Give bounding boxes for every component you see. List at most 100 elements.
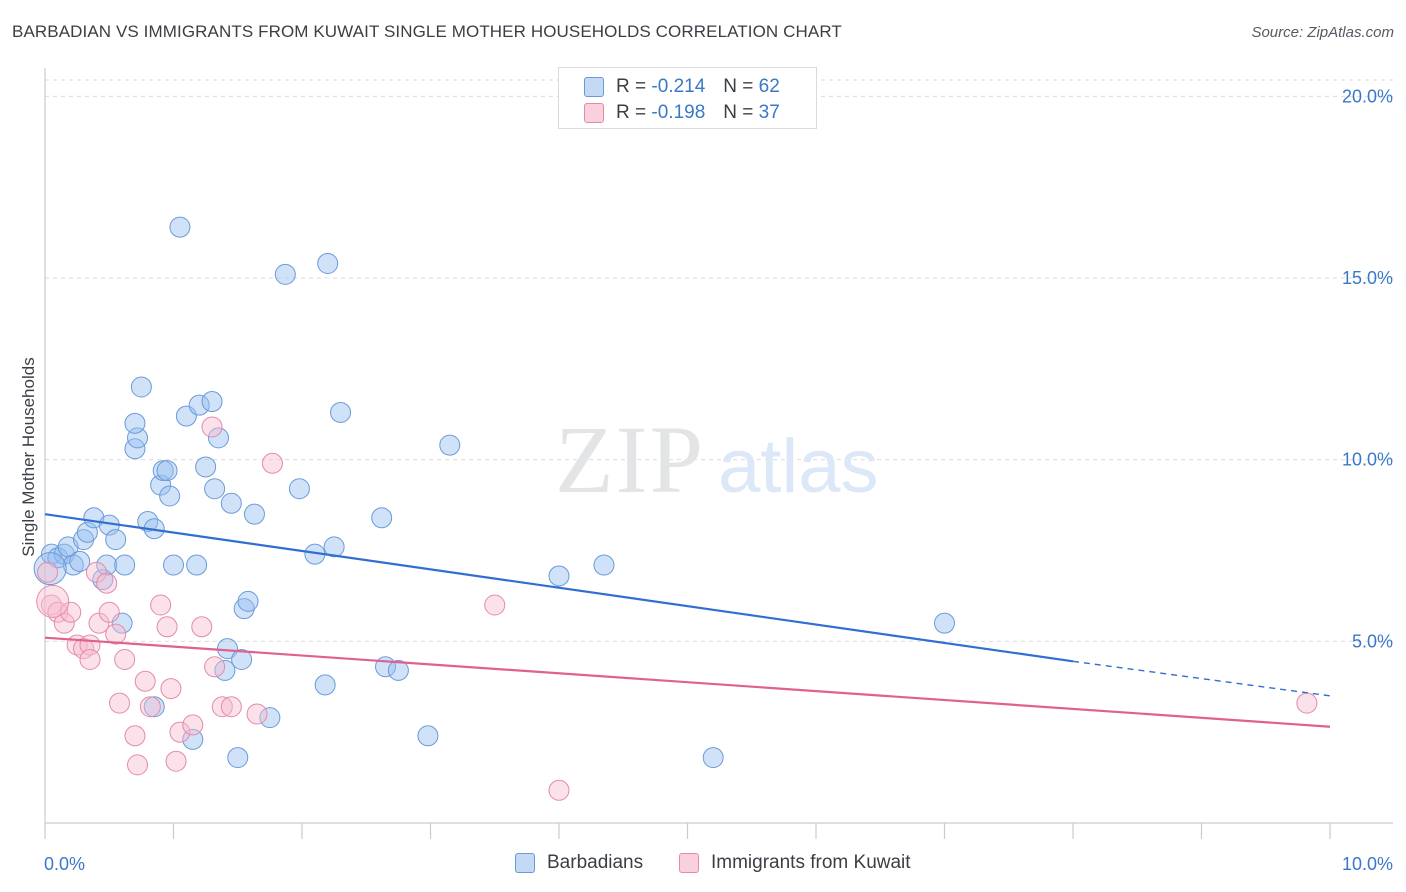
barbadian-point: [288, 478, 310, 500]
barbadian-point: [163, 554, 184, 576]
barbadian-point: [702, 747, 724, 769]
kuwait-point: [73, 638, 95, 660]
legend-swatch-barbadians: [584, 77, 604, 97]
kuwait-point: [96, 572, 118, 594]
legend-r-value: -0.214: [651, 76, 706, 97]
watermark-atlas: atlas: [718, 424, 879, 509]
legend-n-value: 62: [758, 76, 780, 97]
barbadian-point: [182, 728, 204, 750]
barbadian-point: [159, 485, 181, 507]
data-points: [33, 216, 1318, 801]
legend-label-barbadians: Barbadians: [547, 852, 644, 873]
kuwait-point: [220, 696, 242, 718]
barbadian-point: [220, 492, 242, 514]
barbadian-point: [204, 478, 226, 500]
kuwait-point: [169, 721, 191, 743]
kuwait-point: [139, 696, 161, 718]
kuwait-point: [160, 678, 182, 700]
barbadian-point: [323, 536, 345, 558]
y-tick-label: 10.0%: [1342, 450, 1393, 470]
kuwait-point: [182, 714, 204, 736]
barbadian-point: [593, 554, 615, 576]
barbadian-point: [33, 552, 67, 586]
kuwait-point: [36, 584, 70, 618]
legend-item-barbadians: Barbadians: [515, 852, 643, 874]
barbadian-point: [314, 674, 336, 696]
barbadian-trend-line-extension: [1072, 660, 1331, 697]
kuwait-point: [201, 416, 223, 438]
correlation-legend: R = -0.214 N = 62 R = -0.198 N = 37: [558, 67, 817, 129]
legend-r-value: -0.198: [651, 102, 706, 123]
barbadian-point: [169, 216, 191, 238]
legend-r-label: R =: [616, 76, 647, 97]
barbadian-point: [124, 412, 146, 434]
chart-title: BARBADIAN VS IMMIGRANTS FROM KUWAIT SING…: [12, 22, 842, 41]
kuwait-point: [79, 649, 101, 671]
source-label: Source: ZipAtlas.com: [1251, 24, 1394, 41]
barbadian-point: [371, 507, 393, 529]
legend-row-barbadians: R = -0.214 N = 62: [584, 75, 780, 99]
kuwait-point: [134, 670, 156, 692]
legend-n-label: N =: [723, 76, 754, 97]
trend-lines: [44, 513, 1331, 728]
barbadian-point: [105, 529, 127, 551]
barbadian-point: [207, 427, 229, 449]
kuwait-point: [211, 696, 233, 718]
kuwait-point: [109, 692, 131, 714]
axes: [44, 68, 1393, 839]
barbadian-point: [548, 565, 570, 587]
barbadian-point: [156, 460, 178, 482]
kuwait-point: [548, 779, 570, 801]
kuwait-point: [191, 616, 213, 638]
barbadian-point: [195, 456, 217, 478]
barbadian-point: [227, 747, 249, 769]
barbadian-point: [69, 550, 91, 572]
barbadian-point: [259, 707, 281, 729]
barbadian-trend-line: [44, 513, 1074, 663]
x-tick-label: 10.0%: [1342, 854, 1393, 874]
barbadian-point: [243, 503, 265, 525]
kuwait-point: [261, 452, 283, 474]
barbadian-point: [231, 649, 253, 671]
kuwait-point: [98, 601, 120, 623]
kuwait-point: [105, 623, 127, 645]
watermark: ZIP atlas: [555, 406, 879, 513]
series-legend: Barbadians Immigrants from Kuwait: [0, 852, 1406, 878]
barbadian-point: [934, 612, 955, 634]
kuwait-point: [246, 703, 268, 725]
kuwait-point: [127, 754, 149, 776]
barbadian-point: [439, 434, 461, 456]
legend-swatch-kuwait: [584, 103, 604, 123]
tick-labels: 5.0% 10.0% 15.0% 20.0% 0.0% 10.0%: [44, 86, 1393, 874]
barbadian-point: [417, 725, 439, 747]
legend-label-kuwait: Immigrants from Kuwait: [711, 852, 911, 873]
barbadian-point: [130, 376, 152, 398]
legend-row-kuwait: R = -0.198 N = 37: [584, 101, 780, 125]
barbadian-point: [274, 263, 296, 285]
barbadian-point: [188, 394, 210, 416]
legend-n-value: 37: [758, 102, 780, 123]
legend-swatch-kuwait: [679, 853, 699, 873]
kuwait-point: [150, 594, 172, 616]
watermark-zip: ZIP: [555, 406, 705, 513]
legend-n-label: N =: [723, 102, 754, 123]
y-tick-label: 20.0%: [1342, 86, 1393, 106]
kuwait-point: [1296, 692, 1318, 714]
barbadian-point: [62, 554, 84, 576]
barbadian-point: [387, 659, 409, 681]
legend-swatch-barbadians: [515, 853, 535, 873]
grid-lines: [45, 79, 1393, 642]
kuwait-point: [204, 656, 226, 678]
kuwait-point: [60, 601, 82, 623]
barbadian-point: [317, 252, 339, 274]
kuwait-point: [53, 612, 75, 634]
kuwait-point: [114, 649, 136, 671]
y-tick-label: 15.0%: [1342, 268, 1393, 288]
legend-r-label: R =: [616, 102, 647, 123]
kuwait-point: [165, 750, 187, 772]
kuwait-point: [156, 616, 178, 638]
barbadian-point: [186, 554, 208, 576]
barbadian-point: [114, 554, 136, 576]
barbadian-point: [201, 391, 223, 413]
